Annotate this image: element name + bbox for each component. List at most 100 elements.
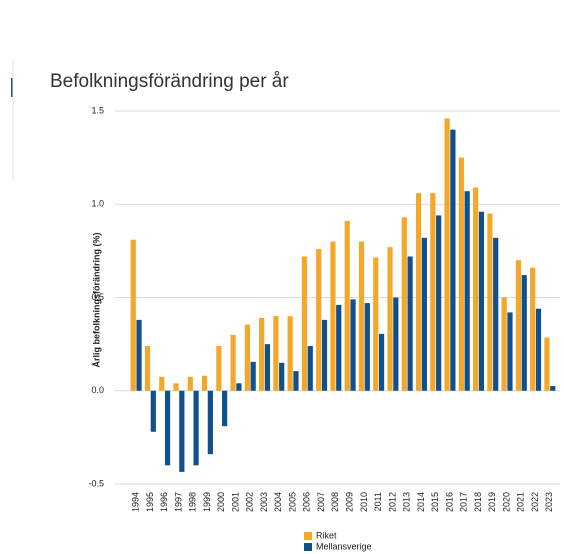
x-tick-label: 2015: [430, 492, 440, 512]
bar: [373, 257, 379, 391]
bar: [230, 334, 236, 391]
x-tick-label: 2000: [216, 492, 226, 512]
x-tick-label: 1996: [159, 492, 169, 512]
bar: [307, 345, 313, 391]
x-tick-label: 2018: [473, 492, 483, 512]
legend-label: Mellansverige: [316, 541, 372, 551]
bar: [136, 319, 142, 391]
bar: [415, 193, 422, 391]
chart-title: Befolkningsförändring per år: [50, 71, 289, 92]
bar: [515, 260, 522, 391]
bar: [464, 191, 470, 391]
x-tick-label: 1998: [188, 492, 198, 512]
y-tick-label: 0.0: [91, 385, 104, 395]
bar: [293, 371, 299, 391]
bar: [259, 318, 265, 391]
bar: [279, 362, 285, 391]
x-tick-label: 2019: [487, 492, 497, 512]
x-tick-label: 2008: [330, 492, 340, 512]
bar: [436, 215, 442, 391]
x-tick-label: 2010: [359, 492, 369, 512]
x-tick-label: 2014: [416, 492, 426, 512]
bar: [401, 217, 407, 391]
bar: [316, 249, 322, 391]
bar: [450, 129, 456, 391]
bar: [193, 390, 199, 466]
x-tick-label: 2022: [530, 492, 540, 512]
bar: [330, 241, 336, 391]
bar: [207, 390, 213, 455]
y-tick-label: 0.5: [91, 292, 104, 302]
bar: [179, 390, 185, 472]
bar: [535, 308, 542, 391]
bar: [493, 237, 499, 391]
legend-swatch: [304, 543, 312, 551]
x-tick-label: 2012: [387, 492, 397, 512]
bar: [430, 193, 436, 391]
bar: [250, 361, 256, 391]
bar: [150, 390, 156, 432]
x-tick-label: 2017: [459, 492, 469, 512]
bar: [321, 319, 328, 391]
x-tick-label: 1999: [202, 492, 212, 512]
bar: [358, 241, 365, 391]
legend-swatch: [304, 532, 312, 540]
bar: [387, 247, 393, 391]
bar: [130, 239, 136, 391]
bar: [264, 344, 271, 391]
x-tick-label: 2016: [444, 492, 454, 512]
x-tick-label: 2007: [316, 492, 326, 512]
x-tick-label: 2023: [544, 492, 554, 512]
bar: [487, 213, 493, 391]
bar: [344, 221, 350, 391]
bar: [530, 267, 536, 391]
y-tick-label: 1.0: [91, 199, 104, 209]
bar: [478, 211, 485, 391]
bar: [301, 256, 308, 391]
bar: [507, 312, 513, 391]
bar: [407, 256, 413, 391]
bar: [173, 383, 179, 391]
x-tick-label: 2011: [373, 492, 383, 511]
bar: [444, 118, 450, 391]
x-tick-label: 2001: [230, 492, 240, 512]
bar: [364, 303, 370, 391]
x-tick-label: 2002: [245, 492, 255, 512]
x-tick-label: 2003: [259, 492, 269, 512]
bar: [244, 324, 250, 391]
bar: [236, 383, 242, 391]
bar: [159, 376, 165, 391]
bar: [350, 299, 356, 391]
x-tick-label: 1997: [173, 492, 183, 512]
bar: [287, 316, 293, 391]
bar: [187, 376, 193, 391]
x-tick-label: 2006: [302, 492, 312, 512]
bar: [473, 187, 479, 391]
x-tick-label: 2005: [287, 492, 297, 512]
bar: [501, 297, 507, 391]
bar: [521, 275, 527, 391]
y-tick-label: -0.5: [88, 478, 104, 488]
x-tick-label: 2021: [516, 492, 526, 512]
bar: [164, 390, 171, 466]
bar: [336, 304, 342, 391]
bar: [216, 345, 222, 391]
x-tick-label: 2009: [345, 492, 355, 512]
bar: [378, 333, 385, 391]
bar: [421, 237, 427, 391]
y-tick-label: 1.5: [91, 105, 104, 115]
bar: [273, 316, 279, 391]
bar: [222, 390, 228, 427]
bar: [550, 386, 556, 391]
bar: [544, 337, 550, 391]
y-axis-label: Årlig befolkningsförändring (%): [91, 233, 101, 368]
bar: [458, 157, 464, 391]
x-tick-label: 2013: [402, 492, 412, 512]
bar: [393, 297, 399, 391]
legend-label: Riket: [316, 530, 337, 540]
bar: [144, 345, 151, 391]
bar: [201, 375, 208, 391]
x-tick-label: 1994: [131, 492, 141, 512]
x-tick-label: 1995: [145, 492, 155, 512]
